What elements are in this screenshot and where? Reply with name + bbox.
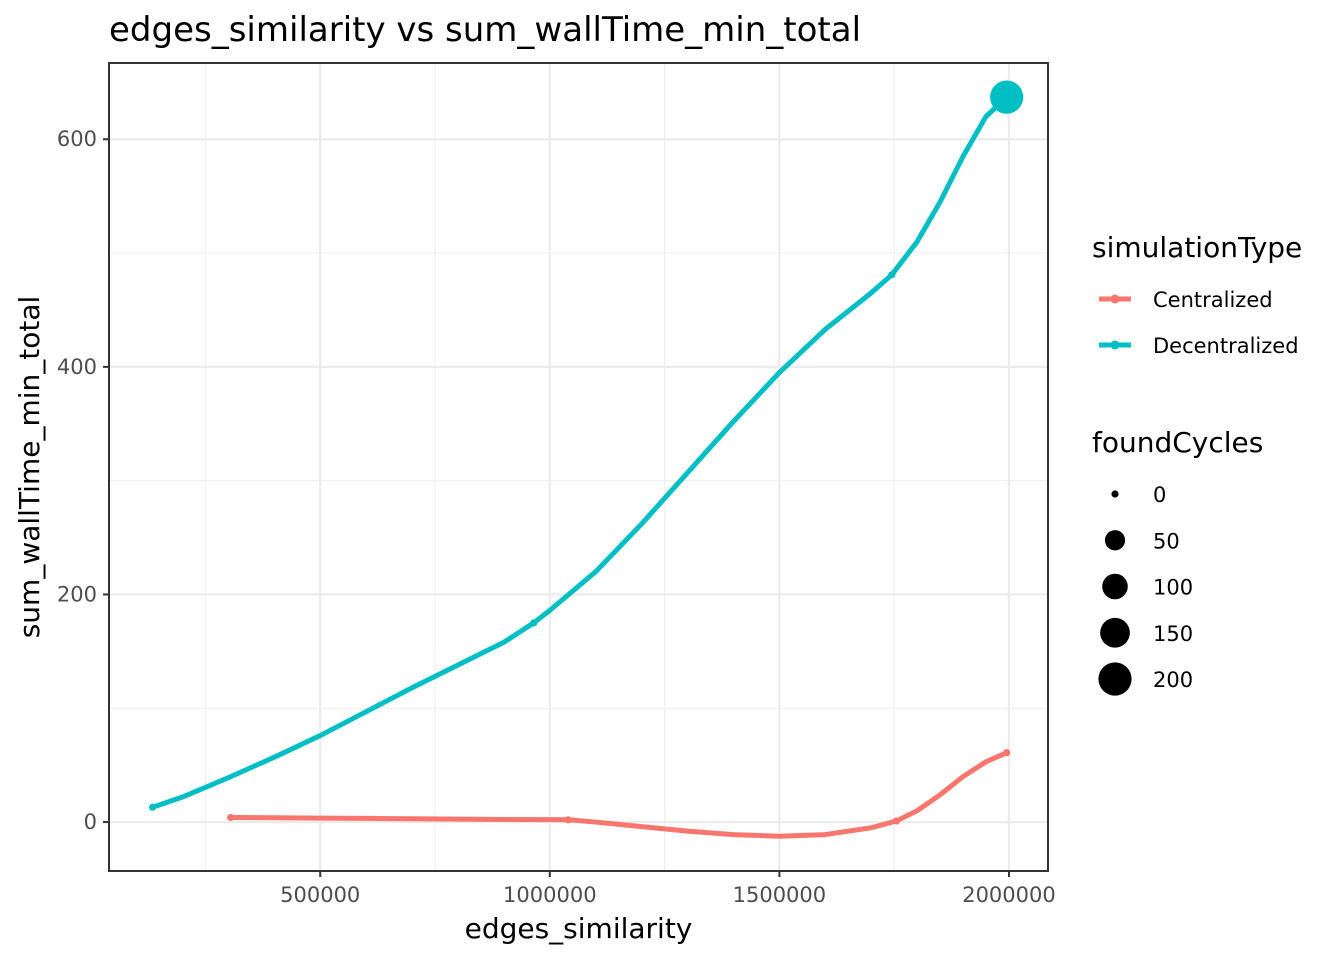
x-axis-title: edges_similarity [465, 912, 693, 945]
data-point-centralized [564, 816, 572, 824]
y-tick-label: 600 [57, 127, 97, 151]
y-tick-label: 0 [84, 810, 97, 834]
legend-size-label: 150 [1153, 622, 1193, 646]
series-centralized [227, 749, 1011, 839]
data-point-decentralized [530, 619, 538, 627]
legend-size-label: 0 [1153, 483, 1166, 507]
legend-size-point [1104, 530, 1126, 551]
data-point-decentralized [990, 80, 1024, 114]
legend-size-point [1102, 573, 1128, 600]
y-tick-label: 400 [57, 355, 97, 379]
series-decentralized [149, 80, 1024, 811]
x-tick-label: 1000000 [503, 883, 597, 907]
legend-size-point [1100, 617, 1130, 648]
data-point-centralized [892, 817, 901, 825]
x-tick-label: 500000 [280, 883, 360, 907]
legend-key-point [1110, 294, 1120, 304]
legend: simulationType CentralizedDecentralized … [1092, 231, 1302, 696]
y-axis: 0 200 400 600 [57, 127, 109, 834]
legend-label-centralized: Centralized [1153, 288, 1273, 312]
legend-color-items: Centralized Decentralized [1099, 288, 1299, 358]
legend-size-title: foundCycles [1092, 426, 1263, 459]
series-layer [149, 80, 1024, 839]
x-axis: 500000 1000000 1500000 2000000 [280, 871, 1056, 907]
data-point-centralized [227, 813, 235, 822]
legend-key-point [1110, 340, 1120, 350]
legend-color-title: simulationType [1092, 231, 1302, 264]
data-point-centralized [1003, 749, 1011, 757]
y-tick-label: 200 [57, 582, 97, 606]
legend-size-items: 0 50 100 150 200 [1098, 483, 1193, 696]
legend-size-label: 100 [1153, 576, 1193, 600]
x-tick-label: 2000000 [962, 883, 1056, 907]
x-tick-label: 1500000 [733, 883, 827, 907]
grid [109, 63, 1048, 871]
series-line-centralized [228, 750, 1010, 839]
series-line-decentralized [150, 94, 1010, 810]
legend-size-label: 50 [1153, 529, 1180, 553]
data-point-decentralized [149, 803, 157, 811]
legend-size-point [1098, 662, 1132, 696]
plot-border [108, 62, 1049, 872]
legend-size-label: 200 [1153, 668, 1193, 692]
chart-title: edges_similarity vs sum_wallTime_min_tot… [109, 10, 861, 50]
legend-label-decentralized: Decentralized [1153, 334, 1299, 358]
data-point-decentralized [888, 271, 896, 279]
plot-panel [109, 63, 1048, 871]
legend-size-point [1111, 490, 1119, 498]
y-axis-title: sum_wallTime_min_total [13, 296, 46, 639]
